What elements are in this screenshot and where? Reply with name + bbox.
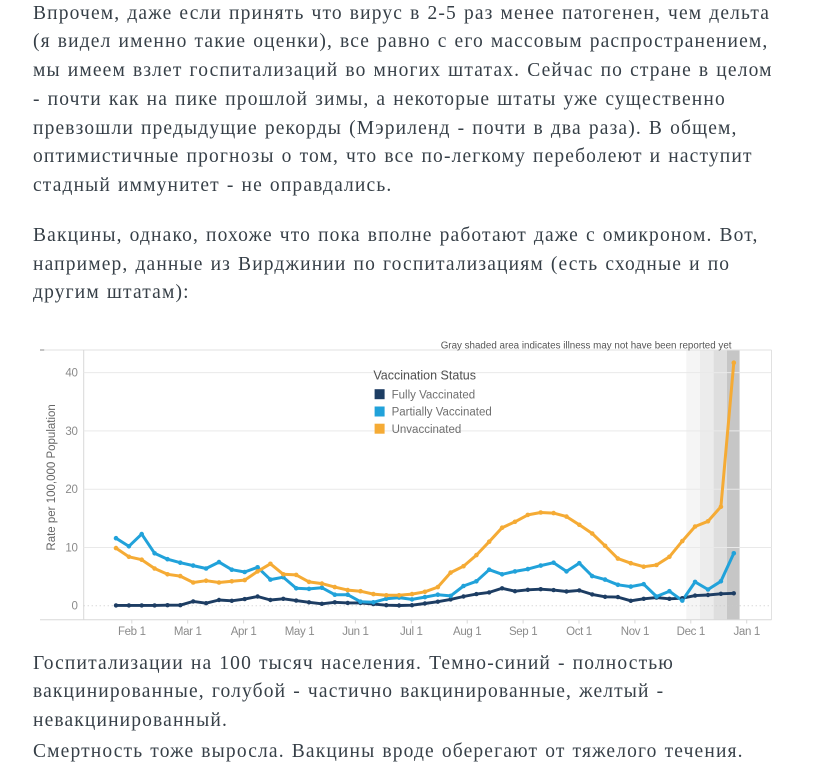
svg-text:Feb 1: Feb 1 bbox=[118, 626, 146, 638]
svg-text:Unvaccinated: Unvaccinated bbox=[392, 424, 462, 436]
svg-text:Jan 1: Jan 1 bbox=[734, 626, 760, 638]
svg-text:Aug 1: Aug 1 bbox=[453, 626, 481, 638]
svg-text:Apr 1: Apr 1 bbox=[231, 626, 257, 638]
svg-text:Mar 1: Mar 1 bbox=[174, 626, 202, 638]
svg-text:10: 10 bbox=[65, 542, 77, 554]
svg-text:30: 30 bbox=[65, 426, 77, 438]
svg-text:Jun 1: Jun 1 bbox=[342, 626, 368, 638]
svg-text:Partially Vaccinated: Partially Vaccinated bbox=[392, 407, 492, 419]
svg-text:20: 20 bbox=[65, 484, 77, 496]
svg-text:May 1: May 1 bbox=[285, 626, 315, 638]
svg-text:Vaccination Status: Vaccination Status bbox=[373, 368, 476, 382]
svg-text:0: 0 bbox=[71, 601, 77, 613]
svg-text:Rate per 100,000 Population: Rate per 100,000 Population bbox=[46, 404, 58, 550]
svg-text:Gray shaded area indicates ill: Gray shaded area indicates illness may n… bbox=[441, 340, 732, 351]
svg-text:Jul 1: Jul 1 bbox=[400, 626, 423, 638]
svg-text:Dec 1: Dec 1 bbox=[677, 626, 705, 638]
svg-text:Nov 1: Nov 1 bbox=[621, 626, 649, 638]
svg-text:Sep 1: Sep 1 bbox=[509, 626, 537, 638]
svg-text:Oct 1: Oct 1 bbox=[566, 626, 592, 638]
svg-text:40: 40 bbox=[65, 368, 77, 380]
svg-text:Fully Vaccinated: Fully Vaccinated bbox=[392, 389, 476, 401]
